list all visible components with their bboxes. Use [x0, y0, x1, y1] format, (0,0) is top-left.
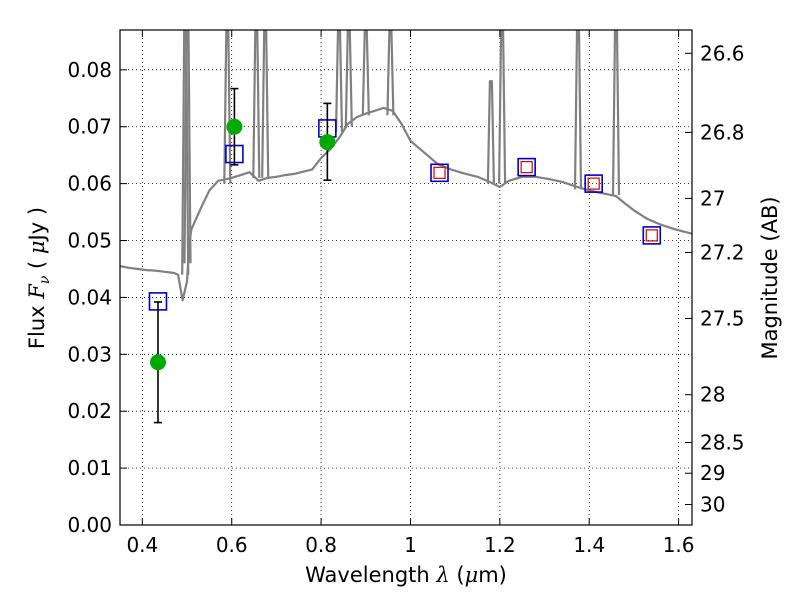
emission-line — [573, 30, 583, 190]
x-axis: 0.4 0.6 0.8 1 1.2 1.4 1.6 — [126, 30, 695, 557]
plot-background — [120, 30, 692, 525]
y-tick-label: 0.07 — [67, 115, 112, 139]
emission-line — [386, 30, 395, 116]
model-flux-square — [642, 226, 662, 245]
emission-line — [261, 30, 270, 178]
y-tick-label: 0.05 — [67, 229, 112, 253]
y-tick-label: 0.02 — [67, 399, 112, 423]
observed-flux-point — [226, 118, 243, 135]
x-tick-label: 0.8 — [305, 533, 337, 557]
emission-line — [344, 30, 353, 127]
y2-tick-label: 27 — [700, 186, 725, 210]
emission-line — [498, 30, 507, 184]
x-tick-label: 1.6 — [663, 533, 695, 557]
y2-tick-label: 27.5 — [700, 306, 745, 330]
emission-line — [252, 30, 261, 178]
y2-axis-label: Magnitude (AB) — [758, 196, 782, 359]
emission-line — [611, 30, 621, 196]
x-tick-label: 0.4 — [126, 533, 158, 557]
model-flux-square — [430, 163, 449, 183]
emission-line — [334, 30, 344, 133]
y-tick-label: 0.01 — [67, 456, 112, 480]
y-axis-label: Flux Fν ( μJy ) — [25, 207, 53, 349]
model-flux-inner-square — [433, 166, 446, 179]
model-flux-inner-square — [520, 161, 533, 174]
y2-tick-label: 28 — [700, 383, 725, 407]
emission-line — [361, 30, 370, 116]
plot-frame — [119, 29, 693, 526]
y-axis: 0.00 0.01 0.02 0.03 0.04 0.05 0.06 0.07 0.08 — [67, 58, 127, 537]
emission-line — [486, 80, 495, 184]
x-tick-label: 1.2 — [484, 533, 516, 557]
y-tick-label: 0.04 — [67, 285, 112, 309]
y2-tick-label: 30 — [700, 493, 725, 517]
observed-flux-point — [149, 354, 166, 371]
y2-tick-label: 26.6 — [700, 41, 745, 65]
y2-axis: 26.6 26.8 27 27.2 27.5 28 28.5 29 30 — [685, 41, 745, 517]
model-flux-inner-square — [587, 177, 600, 190]
y2-tick-label: 27.2 — [700, 240, 745, 264]
y2-tick-label: 29 — [700, 461, 725, 485]
emission-line — [183, 30, 192, 264]
x-tick-label: 0.6 — [216, 533, 248, 557]
y-tick-label: 0.06 — [67, 172, 112, 196]
model-flux-inner-square — [645, 229, 658, 242]
y2-tick-label: 26.8 — [700, 120, 745, 144]
x-axis-label: Wavelength λ (μm) — [305, 563, 507, 587]
y-tick-label: 0.00 — [67, 513, 112, 537]
data-layer — [120, 30, 692, 302]
marker-layer — [148, 87, 662, 424]
emission-line — [223, 30, 232, 184]
y-tick-label: 0.08 — [67, 58, 112, 82]
x-tick-label: 1 — [404, 533, 417, 557]
x-tick-label: 1.4 — [573, 533, 605, 557]
y2-tick-label: 28.5 — [700, 431, 745, 455]
y-tick-label: 0.03 — [67, 342, 112, 366]
model-flux-square — [517, 157, 536, 177]
model-flux-square — [584, 174, 603, 193]
observed-flux-point — [319, 134, 336, 151]
emission-line — [181, 30, 190, 275]
